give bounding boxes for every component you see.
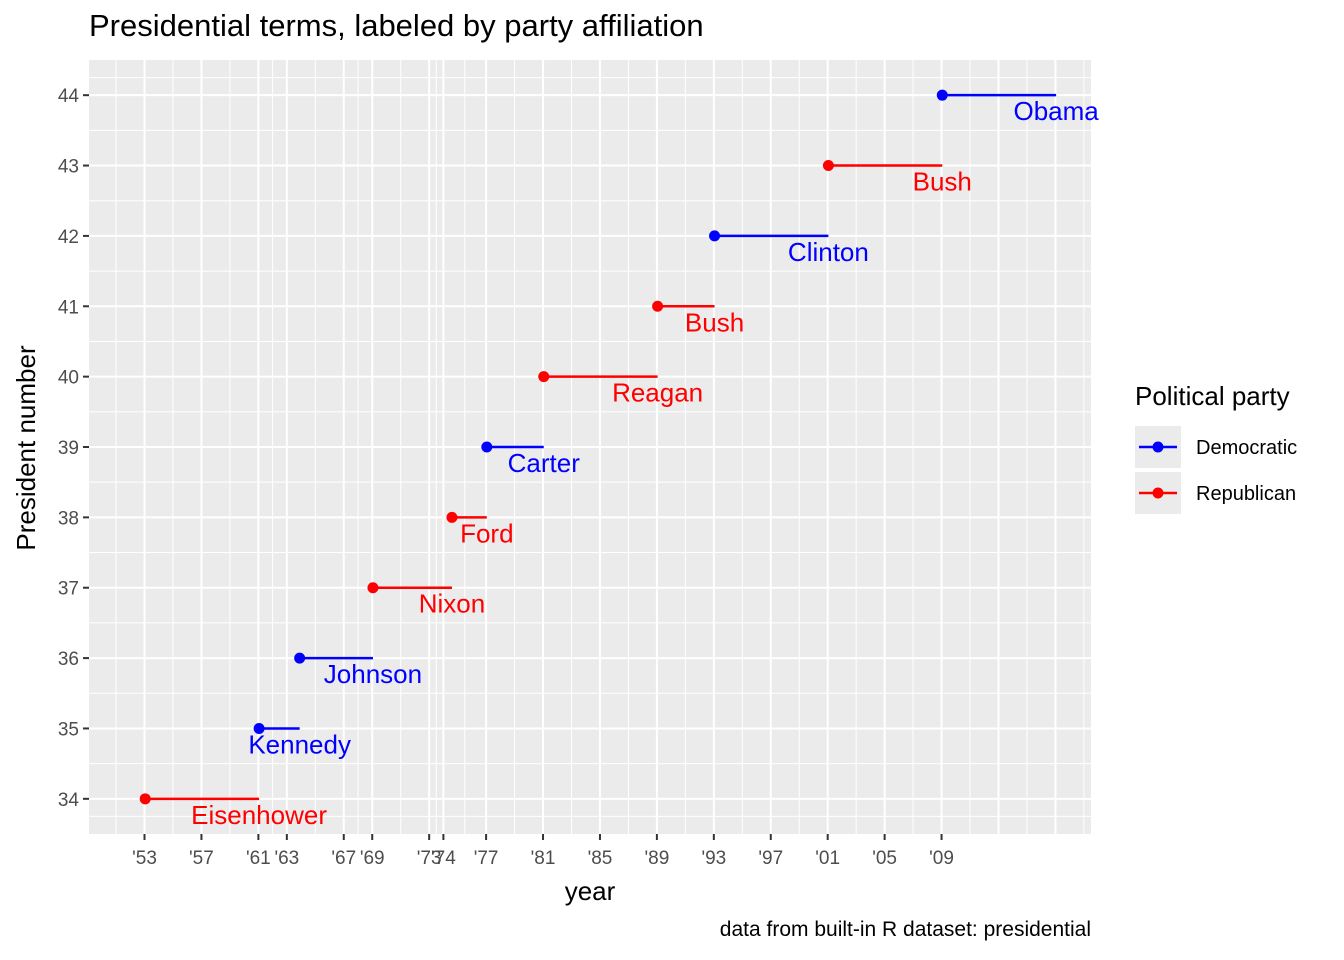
x-tick-label: '57	[189, 848, 214, 869]
y-axis-label: President number	[11, 345, 41, 551]
x-tick-label: '74	[431, 848, 456, 869]
term-start-point	[139, 793, 151, 805]
term-start-point	[538, 371, 550, 383]
x-tick-label: '01	[815, 848, 840, 869]
y-tick-label: 40	[58, 368, 79, 389]
term-start-point	[481, 441, 493, 453]
x-axis: '53 '57 '61'63 '67'69 '73'74 '77 '81 '85 '89 '93 '…	[132, 834, 954, 869]
term-label: Bush	[913, 167, 972, 197]
term-segments: Eisenhower Kennedy Johnson Nixon Ford Carter R…	[139, 89, 1099, 830]
y-tick-label: 39	[58, 438, 79, 459]
term-label: Johnson	[324, 659, 422, 689]
legend-label: Democratic	[1196, 437, 1297, 459]
term-start-point	[294, 652, 306, 664]
term-start-point	[652, 300, 664, 312]
y-axis: 34 35 36 37 38 39 40 41 42 43 44	[58, 86, 89, 811]
x-tick-label: '93	[701, 848, 726, 869]
term-start-point	[446, 511, 458, 523]
term-label: Nixon	[419, 589, 485, 619]
y-tick-label: 38	[58, 508, 79, 529]
y-tick-label: 37	[58, 579, 79, 600]
term-start-point	[709, 230, 721, 242]
legend-key-point	[1152, 487, 1164, 499]
term-start-point	[253, 722, 265, 734]
x-tick-label: '53	[132, 848, 157, 869]
x-tick-label: '63	[274, 848, 299, 869]
term-start-point	[367, 582, 379, 594]
x-tick-label: '05	[872, 848, 897, 869]
y-tick-label: 36	[58, 649, 79, 670]
y-tick-label: 42	[58, 227, 79, 248]
term-label: Kennedy	[248, 729, 351, 759]
x-tick-label: '81	[531, 848, 556, 869]
chart-title: Presidential terms, labeled by party aff…	[89, 8, 704, 43]
x-tick-label: '09	[929, 848, 954, 869]
y-tick-label: 34	[58, 790, 80, 811]
chart-caption: data from built-in R dataset: presidenti…	[719, 918, 1091, 941]
x-tick-label: '67	[331, 848, 356, 869]
x-axis-label: year	[565, 876, 616, 906]
term-label: Eisenhower	[191, 800, 327, 830]
x-tick-label: '69	[360, 848, 385, 869]
y-tick-label: 43	[58, 157, 79, 178]
legend-key-point	[1152, 441, 1164, 453]
x-tick-label: '77	[474, 848, 499, 869]
x-tick-label: '73	[417, 848, 442, 869]
legend: Political party Democratic Republican	[1135, 381, 1297, 514]
x-tick-label: '85	[588, 848, 613, 869]
grid-major	[89, 60, 1091, 834]
x-tick-label: '61	[246, 848, 271, 869]
y-tick-label: 44	[58, 86, 80, 107]
y-tick-label: 41	[58, 297, 79, 318]
term-start-point	[822, 160, 834, 172]
legend-title: Political party	[1135, 381, 1290, 411]
term-start-point	[936, 89, 948, 101]
term-label: Bush	[685, 307, 744, 337]
term-label: Ford	[460, 518, 513, 548]
x-tick-label: '89	[645, 848, 670, 869]
term-label: Clinton	[788, 237, 869, 267]
term-label: Obama	[1013, 96, 1099, 126]
legend-label: Republican	[1196, 483, 1296, 505]
x-tick-label: '97	[758, 848, 783, 869]
y-tick-label: 35	[58, 719, 79, 740]
term-label: Carter	[508, 448, 581, 478]
term-label: Reagan	[612, 378, 703, 408]
